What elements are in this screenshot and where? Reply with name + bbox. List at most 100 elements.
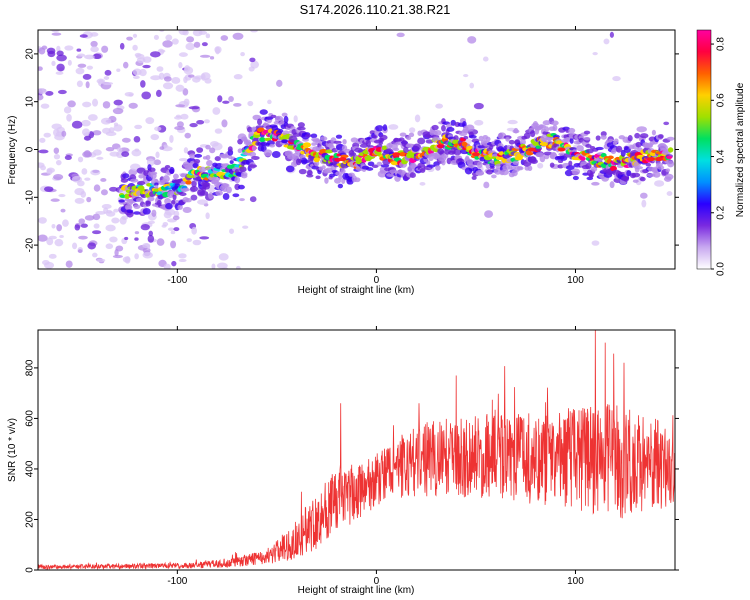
spectrogram-noise-blob (95, 210, 106, 215)
spectrogram-noise-blob (239, 198, 245, 202)
spectrogram-noise-blob (171, 38, 179, 45)
spectrogram-noise-blob (93, 184, 101, 192)
colorbar-bar (696, 29, 712, 270)
spectrogram-x-axis: -100 0 100 (167, 26, 584, 286)
spectrogram-ridge-halo (247, 126, 253, 133)
spectrogram-noise-blob (102, 81, 114, 86)
spectrogram-ridge-halo (306, 170, 313, 176)
spectrogram-ridge-halo (164, 165, 171, 169)
spectrogram-noise-blob (192, 239, 202, 246)
spectrogram-ridge-halo (419, 168, 426, 173)
spectrogram-noise-blob (76, 80, 83, 88)
spectrogram-noise-blob (240, 51, 245, 57)
spectrogram-noise-blob (132, 44, 138, 51)
spectrogram-noise-blob (53, 154, 61, 160)
spectrogram-noise-blob (79, 34, 88, 38)
spectrogram-noise-blob (537, 162, 544, 169)
spectrogram-x-tick-label: 100 (567, 275, 584, 286)
spectrogram-noise-blob (169, 134, 174, 143)
spectrogram-noise-blob (196, 119, 205, 125)
spectrogram-ridge-halo (162, 175, 170, 183)
spectrogram-noise-blob (71, 120, 83, 129)
spectrogram-noise-blob (592, 51, 598, 56)
spectrogram-noise-blob (72, 242, 78, 250)
spectrogram-ridge-halo (315, 175, 321, 180)
spectrogram-noise-blob (81, 168, 88, 175)
spectrogram-ridge-halo (665, 168, 671, 173)
spectrogram-ridge-halo (280, 139, 289, 144)
spectrogram-noise-blob (603, 38, 610, 45)
spectrogram-noise-blob (104, 69, 112, 76)
spectrogram-ridge-halo (544, 126, 550, 133)
spectrogram-ridge-halo (199, 190, 209, 196)
spectrogram-noise-blob (165, 34, 173, 41)
spectrogram-noise-blob (134, 237, 139, 241)
spectrogram-noise-blob (396, 32, 405, 38)
spectrogram-y-tick-label: 20 (25, 48, 36, 60)
spectrogram-hot-spot (338, 157, 347, 162)
spectrogram-noise-blob (48, 253, 57, 259)
spectrogram-ridge-halo (208, 192, 214, 200)
spectrogram-ridge-halo (340, 168, 346, 174)
spectrogram-ridge-halo (508, 139, 515, 145)
spectrogram-noise-blob (92, 230, 102, 235)
spectrogram-noise-blob (388, 124, 399, 130)
spectrogram-noise-blob (78, 235, 88, 240)
snr-y-label: SNR (10 * v/v) (7, 418, 18, 482)
chart-title: S174.2026.110.21.38.R21 (300, 2, 451, 17)
spectrogram-noise-blob (209, 56, 215, 60)
spectrogram-noise-blob (474, 119, 484, 126)
spectrogram-noise-blob (159, 49, 166, 53)
spectrogram-noise-blob (112, 254, 123, 259)
spectrogram-noise-blob (51, 32, 62, 36)
spectrogram-noise-blob (90, 32, 99, 37)
spectrogram-ridge-halo (583, 130, 591, 135)
spectrogram-ridge-halo (453, 135, 459, 142)
spectrogram-ridge-halo (552, 124, 558, 132)
spectrogram-noise-blob (71, 175, 83, 183)
spectrogram-noise-blob (182, 206, 192, 214)
spectrogram-ridge-halo (133, 211, 141, 215)
spectrogram-ridge-core (302, 142, 312, 148)
spectrogram-noise-blob (96, 156, 104, 160)
spectrogram-ridge-halo (189, 153, 197, 159)
spectrogram-noise-blob (229, 228, 235, 234)
spectrogram-noise-blob (189, 122, 198, 128)
spectrogram-noise-blob (180, 113, 189, 120)
spectrogram-ridge-halo (542, 120, 551, 126)
spectrogram-noise-blob (142, 251, 153, 259)
spectrogram-ridge-halo (505, 136, 510, 142)
spectrogram-ridge-halo (291, 152, 300, 160)
spectrogram-ridge-halo (523, 132, 531, 139)
spectrogram-noise-blob (473, 102, 484, 110)
spectrogram-noise-blob (482, 56, 489, 62)
spectrogram-ridge-halo (311, 142, 317, 146)
spectrogram-noise-blob (147, 220, 155, 224)
spectrogram-noise-blob (113, 99, 123, 106)
spectrogram-noise-blob (140, 223, 150, 231)
spectrogram-noise-blob (75, 67, 85, 75)
spectrogram-x-tick-label: -100 (167, 275, 187, 286)
spectrogram-noise-blob (188, 106, 200, 110)
spectrogram-ridge-halo (124, 204, 133, 211)
spectrogram-ridge-halo (568, 127, 576, 134)
snr-x-axis: -100 0 100 (167, 326, 584, 587)
spectrogram-ridge-halo (393, 147, 400, 152)
spectrogram-noise-blob (101, 203, 112, 210)
spectrogram-ridge-core (390, 161, 399, 166)
spectrogram-noise-blob (183, 98, 190, 106)
spectrogram-noise-blob (59, 234, 64, 239)
spectrogram-noise-blob (109, 151, 120, 157)
spectrogram-ridge-core (319, 148, 329, 155)
spectrogram-noise-blob (183, 147, 189, 154)
spectrogram-noise-blob (641, 199, 647, 208)
spectrogram-noise-blob (80, 223, 88, 228)
spectrogram-noise-blob (408, 127, 416, 134)
spectrogram-ridge-halo (435, 165, 441, 171)
spectrogram-y-tick-label: -20 (25, 237, 36, 252)
spectrogram-noise-blob (53, 128, 60, 137)
spectrogram-noise-blob (640, 192, 648, 199)
spectrogram-ridge-halo (249, 151, 257, 157)
spectrogram-noise-blob (162, 221, 169, 227)
spectrogram-noise-blob (100, 117, 112, 125)
